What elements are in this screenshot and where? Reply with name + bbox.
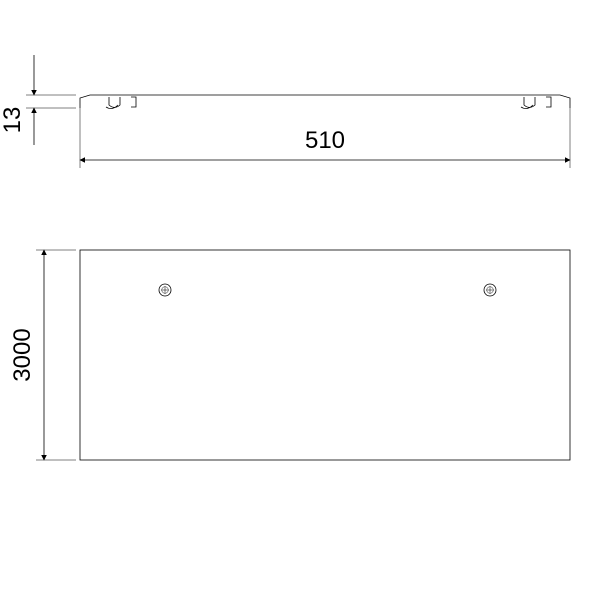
dimension-height: 13 <box>0 55 76 145</box>
dimension-height-value: 13 <box>0 107 26 134</box>
fastener-right <box>484 284 496 296</box>
dimension-width-value: 510 <box>305 127 345 154</box>
top-profile-view <box>80 95 570 109</box>
clip-right <box>521 97 551 109</box>
dimension-length-value: 3000 <box>9 328 36 381</box>
clip-left <box>106 97 136 109</box>
front-plan-view <box>80 250 570 460</box>
fastener-left <box>159 284 171 296</box>
dimension-width: 510 <box>80 108 570 168</box>
dimension-length: 3000 <box>9 250 76 460</box>
